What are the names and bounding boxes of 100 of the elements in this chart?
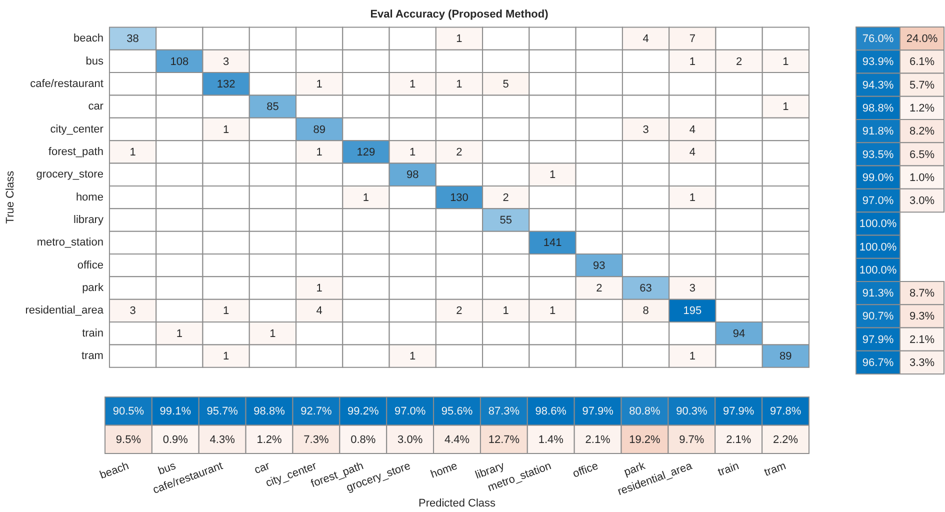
data-label: 24.0% [906, 33, 938, 46]
data-label: 195 [683, 305, 702, 318]
data-label: 6.1% [909, 56, 935, 68]
data-label: 1 [176, 328, 182, 340]
y-tick-label: bus [86, 55, 104, 68]
data-label: 5.7% [909, 79, 935, 92]
data-label: 98.8% [862, 102, 894, 114]
y-tick-label: car [88, 100, 104, 113]
y-axis-title: True Class [4, 170, 17, 224]
data-label: 89 [313, 124, 326, 136]
data-label: 1.2% [256, 434, 282, 446]
y-tick-label: park [82, 282, 104, 294]
data-label: 4 [689, 146, 696, 158]
data-label: 0.9% [162, 434, 188, 446]
data-label: 95.7% [206, 406, 238, 418]
data-label: 97.0% [862, 195, 894, 208]
data-label: 1 [410, 78, 416, 90]
data-label: 100.0% [859, 264, 897, 276]
data-label: 7.3% [304, 434, 329, 446]
data-label: 2 [736, 56, 742, 68]
data-label: 2 [456, 305, 462, 318]
data-label: 94 [732, 328, 746, 340]
data-label: 1.4% [538, 434, 564, 446]
data-label: 93.9% [862, 56, 894, 68]
data-label: 1 [456, 78, 462, 90]
data-label: 5 [502, 78, 509, 90]
data-label: 97.0% [394, 406, 426, 418]
data-label: 1 [130, 146, 136, 158]
data-label: 100.0% [859, 241, 897, 254]
data-label: 3 [223, 56, 230, 68]
data-label: 2 [502, 192, 509, 204]
data-label: 89 [780, 350, 792, 363]
data-label: 1 [782, 101, 789, 114]
data-label: 4 [642, 33, 649, 46]
data-label: 1 [223, 305, 230, 318]
data-label: 96.7% [862, 356, 894, 369]
data-label: 12.7% [488, 434, 520, 446]
y-tick-label: tram [81, 350, 104, 362]
y-tick-label: library [74, 214, 104, 226]
data-label: 4 [689, 124, 696, 136]
y-tick-label: cafe/restaurant [30, 78, 104, 90]
data-label: 3 [689, 282, 696, 295]
data-label: 76.0% [862, 33, 894, 46]
data-label: 1 [689, 56, 696, 68]
data-label: 129 [356, 146, 376, 158]
data-label: 108 [170, 56, 189, 68]
data-label: 3.0% [909, 195, 935, 208]
x-tick-label: train [716, 460, 741, 479]
data-label: 92.7% [300, 406, 332, 418]
data-label: 3 [130, 305, 136, 318]
data-label: 1 [549, 305, 556, 318]
data-label: 98.6% [535, 406, 567, 418]
data-label: 9.7% [679, 434, 704, 446]
data-label: 9.5% [116, 434, 142, 446]
data-label: 4 [316, 305, 322, 318]
data-label: 8.7% [909, 288, 935, 300]
data-label: 55 [500, 214, 512, 227]
data-label: 38 [126, 33, 139, 46]
data-label: 97.9% [723, 406, 754, 418]
data-label: 1 [316, 146, 322, 158]
data-label: 2.1% [585, 434, 611, 446]
data-label: 1 [410, 146, 416, 158]
data-label: 0.8% [350, 434, 376, 446]
data-label: 1 [316, 282, 322, 295]
y-tick-label: metro_station [36, 236, 104, 249]
data-label: 3 [642, 124, 649, 136]
data-label: 90.5% [112, 406, 144, 418]
y-tick-label: grocery_store [36, 168, 104, 181]
data-label: 97.9% [582, 406, 614, 418]
data-label: 1 [270, 328, 276, 340]
data-label: 80.8% [629, 406, 661, 418]
data-label: 98 [406, 169, 419, 182]
data-label: 7 [689, 33, 696, 46]
x-tick-label: car [252, 460, 272, 477]
y-tick-label: beach [73, 32, 104, 45]
data-label: 2.2% [772, 434, 798, 446]
data-label: 99.2% [348, 406, 379, 418]
x-tick-label: tram [762, 460, 788, 479]
data-label: 2.1% [909, 334, 935, 346]
data-label: 8 [642, 305, 649, 318]
data-label: 19.2% [629, 434, 661, 446]
data-label: 93.5% [862, 148, 894, 161]
data-label: 98.8% [254, 406, 286, 418]
x-axis-title: Predicted Class [418, 497, 496, 510]
data-label: 1 [223, 124, 230, 136]
data-label: 90.3% [676, 406, 708, 418]
data-label: 4.3% [210, 434, 236, 446]
data-label: 9.3% [909, 310, 935, 323]
data-label: 85 [266, 101, 279, 114]
data-label: 2.1% [726, 434, 752, 446]
data-label: 4.4% [444, 434, 470, 446]
data-label: 1.2% [909, 102, 935, 114]
data-label: 1 [689, 350, 696, 363]
data-label: 63 [640, 282, 652, 295]
data-label: 87.3% [488, 406, 520, 418]
chart-title: Eval Accuracy (Proposed Method) [370, 8, 549, 21]
data-label: 1 [502, 305, 509, 318]
data-label: 99.1% [160, 406, 192, 418]
data-label: 93 [593, 260, 606, 272]
y-tick-label: home [76, 191, 104, 204]
